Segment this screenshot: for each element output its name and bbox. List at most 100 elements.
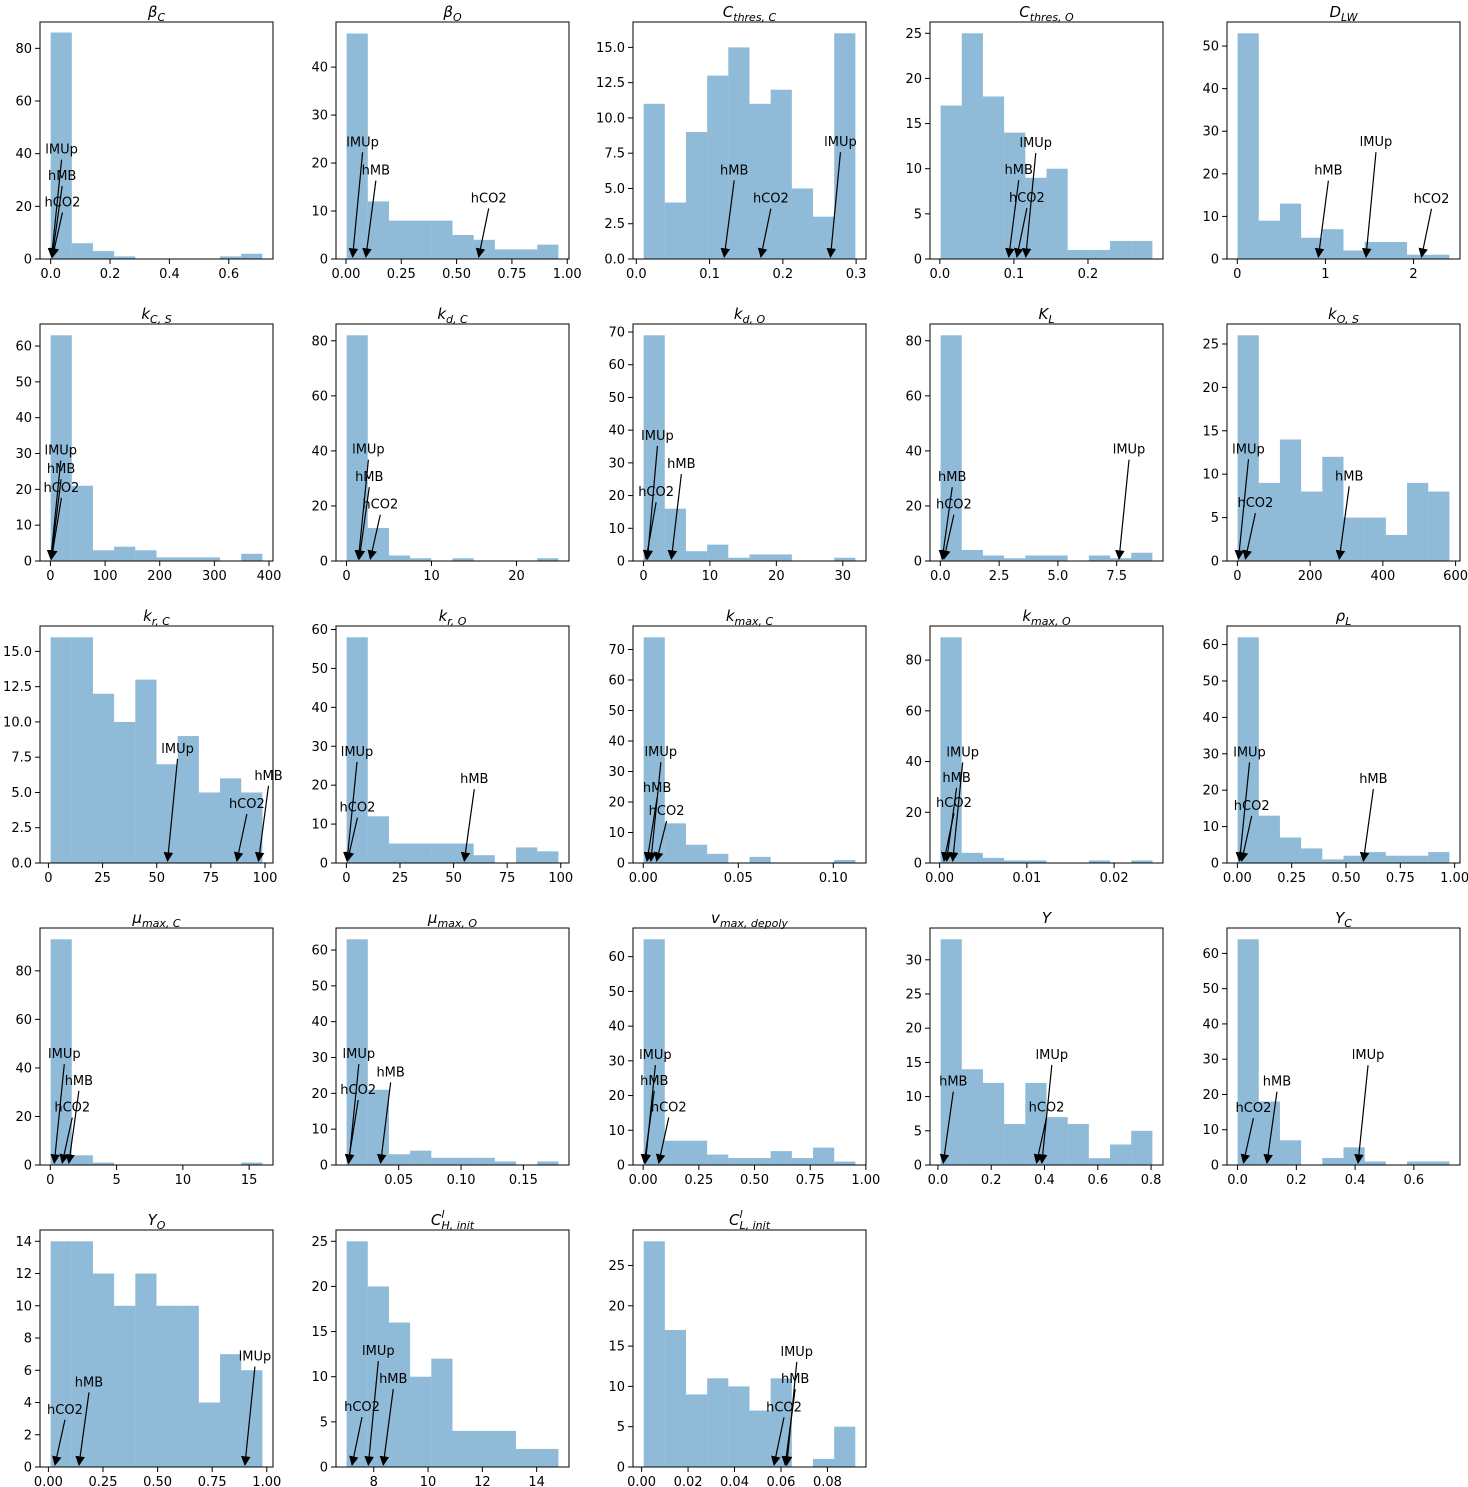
histogram-bars	[644, 1241, 856, 1467]
histogram-bar	[707, 1155, 728, 1165]
x-tick-label: 0	[46, 1173, 54, 1188]
y-tick-label: 25	[608, 1259, 625, 1274]
histogram-panel: 8 10 12 140510152025Cl H, inithCO2lMUphMB	[311, 1208, 569, 1487]
histogram-panel: 0.00 0.25 0.50 0.75 1.0002468101214YOhCO2hMB…	[15, 1211, 281, 1487]
x-tick-label: 10	[175, 1173, 192, 1188]
histogram-bar	[1047, 169, 1068, 259]
histogram-bar	[51, 1241, 72, 1467]
histogram-bar	[410, 844, 431, 863]
y-tick-label: 12	[15, 1267, 32, 1282]
x-tick-label: 0.08	[813, 1475, 842, 1487]
panel-title-main: C	[431, 1211, 442, 1229]
histogram-bar	[368, 1090, 389, 1165]
x-tick-label: 0.04	[720, 1475, 749, 1487]
annotation-label: hMB	[379, 1372, 407, 1387]
histogram-bar	[453, 844, 474, 863]
histogram-bar	[1428, 1161, 1449, 1165]
histogram-bar	[1301, 848, 1322, 863]
x-tick-label: 0.2	[772, 267, 793, 282]
y-tick-label: 60	[311, 389, 328, 404]
histogram-bars	[51, 939, 263, 1165]
annotation-label: hMB	[376, 1066, 404, 1081]
y-tick-label: 60	[905, 704, 922, 719]
annotation-label: hCO2	[340, 801, 376, 816]
panel-title-main: Y	[1042, 909, 1053, 927]
histogram-bar	[750, 554, 771, 561]
histogram-bar	[93, 694, 114, 863]
histogram-bar	[431, 1158, 452, 1165]
y-tick-label: 20	[905, 1022, 922, 1037]
x-tick-label: 0.00	[925, 871, 954, 886]
histogram-bar	[410, 1377, 431, 1467]
y-tick-label: 20	[311, 779, 328, 794]
histogram-bar	[474, 1158, 495, 1165]
histogram-bar	[368, 816, 389, 863]
annotation-label: lMUp	[1233, 745, 1266, 760]
annotation-label: hCO2	[1009, 191, 1045, 206]
y-tick-label: 40	[608, 1020, 625, 1035]
annotation-label: lMUp	[239, 1350, 272, 1365]
panel-title-sub: C, S	[150, 313, 172, 326]
y-tick-label: 40	[608, 734, 625, 749]
annotation-arrow	[1421, 209, 1431, 257]
histogram-bar	[644, 1241, 665, 1467]
histogram-bar	[983, 858, 1004, 863]
axes-frame	[633, 928, 866, 1165]
y-tick-label: 0	[914, 857, 922, 872]
histogram-bar	[495, 249, 516, 259]
histogram-bar	[1004, 1124, 1025, 1165]
x-tick-label: 50	[445, 871, 462, 886]
annotation-label: lMUp	[352, 443, 385, 458]
histogram-bar	[453, 1158, 474, 1165]
y-tick-label: 0	[320, 1461, 328, 1476]
x-tick-label: 0.75	[497, 267, 526, 282]
histogram-bar	[537, 245, 558, 259]
y-tick-label: 7.5	[11, 751, 32, 766]
x-tick-label: 100	[548, 871, 573, 886]
histogram-bar	[962, 550, 983, 561]
x-tick-label: 0.02	[674, 1475, 703, 1487]
y-tick-label: 20	[311, 1087, 328, 1102]
histogram-bar	[453, 235, 474, 259]
x-tick-label: 20	[508, 569, 525, 584]
y-tick-label: 0	[320, 857, 328, 872]
histogram-bar	[1386, 242, 1407, 259]
histogram-bars	[644, 939, 856, 1165]
y-tick-label: 80	[311, 334, 328, 349]
histogram-bar	[1259, 221, 1280, 259]
histogram-bar	[1365, 242, 1386, 259]
histogram-bar	[431, 221, 452, 259]
histogram-bar	[474, 1431, 495, 1467]
panel-title-sub: d, O	[743, 313, 766, 326]
histogram-bar	[1025, 178, 1046, 259]
histogram-bar	[1322, 859, 1343, 863]
annotation-label: hCO2	[651, 1101, 687, 1116]
annotation-label: hCO2	[340, 1083, 376, 1098]
x-tick-label: 50	[148, 871, 165, 886]
y-tick-label: 0	[1211, 857, 1219, 872]
annotation-label: hMB	[75, 1375, 103, 1390]
y-tick-label: 50	[608, 704, 625, 719]
x-tick-label: 200	[1298, 569, 1323, 584]
x-tick-label: 0	[44, 871, 52, 886]
annotation-label: hCO2	[1237, 496, 1273, 511]
histogram-bar	[93, 550, 114, 561]
x-tick-label: 0.0	[928, 1173, 949, 1188]
x-tick-label: 0.1	[1004, 267, 1025, 282]
histogram-bar	[834, 1427, 855, 1467]
y-tick-label: 30	[311, 740, 328, 755]
y-tick-label: 10	[1202, 1123, 1219, 1138]
histogram-bar	[72, 637, 93, 863]
histogram-bars	[347, 939, 559, 1165]
panel-title-main: C	[723, 3, 734, 21]
histogram-panel: 0.0 0.2 0.4 0.60102030405060YChCO2hMBlMUp	[1202, 909, 1460, 1188]
x-tick-label: 75	[499, 871, 516, 886]
histogram-bars	[51, 335, 263, 561]
y-tick-label: 2	[24, 1428, 32, 1443]
x-tick-label: 0.75	[198, 1475, 227, 1487]
histogram-bar	[199, 1403, 220, 1467]
y-tick-label: 15	[905, 1056, 922, 1071]
histogram-bar	[750, 1411, 771, 1467]
panel-title-sub: max, C	[142, 917, 181, 930]
histogram-bar	[1131, 553, 1152, 561]
